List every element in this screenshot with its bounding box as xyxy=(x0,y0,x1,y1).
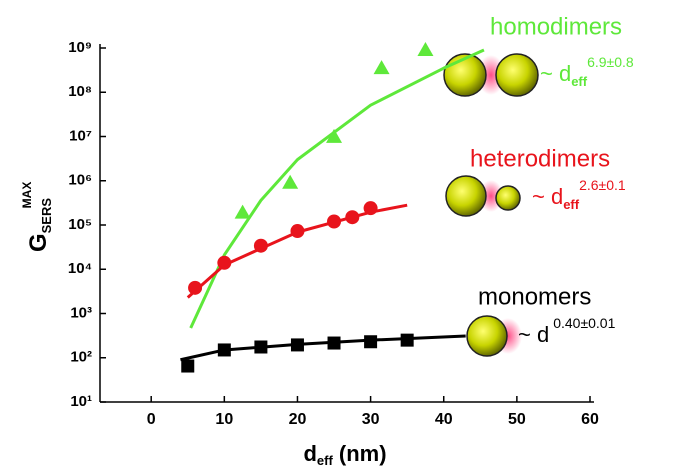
x-tick-label: 50 xyxy=(508,411,526,428)
formula: ~ deff 2.6±0.1 xyxy=(532,177,626,213)
formula-sup: 0.40±0.01 xyxy=(553,315,615,331)
marker xyxy=(328,337,341,350)
x-label-sub: eff xyxy=(317,453,334,468)
x-tick-label: 40 xyxy=(435,411,453,428)
x-tick-label: 10 xyxy=(215,411,233,428)
marker xyxy=(290,224,304,238)
y-label-main: G xyxy=(25,233,52,252)
marker xyxy=(401,334,414,347)
x-tick-label: 30 xyxy=(362,411,380,428)
y-tick-label: 10³ xyxy=(70,304,92,321)
series-label: homodimers xyxy=(490,13,622,40)
fit-curve xyxy=(188,205,407,297)
formula-sup: 6.9±0.8 xyxy=(587,54,634,70)
marker xyxy=(254,239,268,253)
y-tick-label: 10⁷ xyxy=(69,127,92,144)
marker xyxy=(218,343,231,356)
fit-curve xyxy=(191,50,484,328)
x-tick-label: 20 xyxy=(289,411,307,428)
page: 10¹ 10² 10³ 10⁴ 10⁵ 10⁶ 10⁷ 10⁸ 10⁹ 0 10 20 30 40 50 60… xyxy=(0,0,692,476)
series-label: heterodimers xyxy=(470,145,610,172)
y-tick-label: 10⁵ xyxy=(68,216,92,233)
formula-sub: eff xyxy=(563,197,580,212)
y-tick-label: 10⁶ xyxy=(68,172,92,189)
x-label-rest: (nm) xyxy=(333,441,387,466)
particle-icons xyxy=(444,54,538,356)
formula-sup: 2.6±0.1 xyxy=(579,177,626,193)
y-tick-label: 10² xyxy=(70,349,92,366)
formula-prefix: ~ d xyxy=(540,61,571,86)
formula-prefix: ~ d xyxy=(518,322,549,347)
y-tick-label: 10⁴ xyxy=(68,260,92,277)
marker xyxy=(364,335,377,348)
x-tick-label: 60 xyxy=(581,411,599,428)
formula-prefix: ~ d xyxy=(532,184,563,209)
marker xyxy=(181,360,194,373)
formula-sub: eff xyxy=(571,74,588,89)
marker xyxy=(291,338,304,351)
marker xyxy=(254,340,267,353)
series-label: monomers xyxy=(478,283,591,310)
marker xyxy=(188,281,202,295)
marker xyxy=(327,214,341,228)
y-label-sub: SERS xyxy=(39,198,54,234)
formula: ~ deff 6.9±0.8 xyxy=(540,54,634,90)
marker xyxy=(345,210,359,224)
marker xyxy=(217,256,231,270)
marker xyxy=(235,205,251,219)
y-tick-label: 10⁸ xyxy=(68,83,92,100)
chart: 10¹ 10² 10³ 10⁴ 10⁵ 10⁶ 10⁷ 10⁸ 10⁹ 0 10 20 30 40 50 60… xyxy=(0,0,692,476)
y-tick-label: 10⁹ xyxy=(68,39,92,56)
y-axis-label: GSERS MAX xyxy=(20,182,54,252)
x-axis-label: deff (nm) xyxy=(303,441,386,469)
x-label-main: d xyxy=(303,441,316,466)
marker xyxy=(282,175,298,189)
x-tick-label: 0 xyxy=(147,411,156,428)
marker xyxy=(364,201,378,215)
marker xyxy=(374,60,390,74)
y-label-sup: MAX xyxy=(20,182,34,209)
marker xyxy=(417,42,433,56)
y-tick-label: 10¹ xyxy=(70,393,92,410)
